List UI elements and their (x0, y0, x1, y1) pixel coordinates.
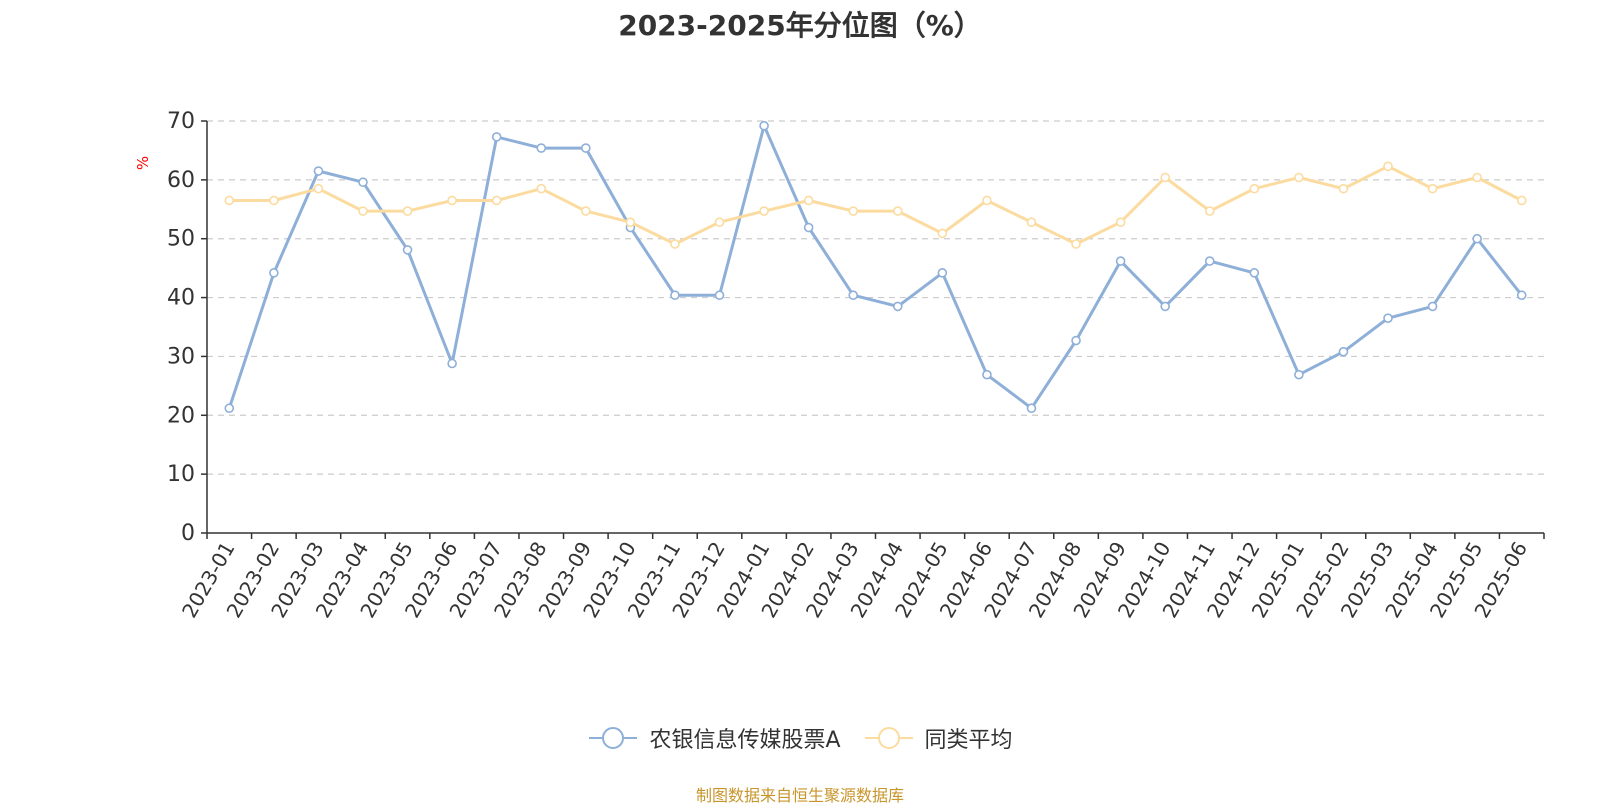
data-point-series-2 (1294, 172, 1304, 183)
data-point-series-2 (1249, 183, 1260, 194)
data-point-series-1 (670, 290, 680, 301)
data-point-series-2 (982, 195, 992, 206)
y-tick-label: 40 (167, 286, 195, 311)
data-point-series-1 (1071, 335, 1081, 346)
data-point-series-1 (1472, 233, 1482, 244)
data-point-series-2 (313, 183, 324, 194)
data-point-series-2 (1472, 172, 1482, 183)
grid-lines (207, 120, 1544, 475)
legend: 农银信息传媒股票A 同类平均 (0, 722, 1600, 754)
data-point-series-1 (1249, 268, 1260, 278)
y-tick-label: 70 (167, 109, 195, 134)
data-point-series-2 (1160, 172, 1170, 183)
y-tick-label: 20 (167, 403, 195, 428)
data-point-series-2 (1204, 206, 1215, 216)
data-point-series-2 (1338, 183, 1349, 194)
legend-label-series-2: 同类平均 (924, 728, 1013, 753)
data-point-series-1 (536, 143, 547, 153)
data-point-series-1 (224, 403, 235, 414)
data-point-series-1 (803, 222, 814, 233)
data-point-series-2 (670, 239, 680, 249)
data-point-series-2 (581, 206, 591, 216)
data-point-series-1 (358, 177, 368, 188)
data-point-series-1 (1427, 301, 1438, 312)
data-point-series-2 (224, 195, 235, 206)
data-point-series-1 (402, 245, 413, 255)
data-point-series-2 (536, 183, 547, 194)
data-point-series-2 (1383, 161, 1393, 172)
data-point-series-1 (313, 166, 324, 176)
data-point-series-2 (1427, 183, 1438, 194)
data-point-series-2 (848, 206, 859, 216)
data-point-series-2 (714, 217, 725, 228)
data-point-series-1 (491, 132, 502, 142)
data-point-series-2 (803, 195, 814, 206)
data-point-series-1 (1115, 256, 1126, 266)
data-point-series-1 (447, 358, 457, 369)
data-point-series-2 (269, 195, 279, 206)
data-point-series-2 (1026, 217, 1037, 228)
data-point-series-2 (1115, 217, 1126, 228)
data-point-series-2 (402, 206, 413, 216)
data-point-series-2 (491, 195, 502, 206)
data-point-series-1 (982, 369, 992, 380)
y-tick-label: 30 (167, 344, 195, 369)
data-point-series-1 (1516, 290, 1527, 301)
data-point-series-2 (1516, 195, 1527, 206)
data-point-series-1 (1338, 346, 1349, 357)
data-point-series-2 (625, 217, 636, 228)
data-point-series-1 (937, 268, 948, 278)
y-tick-label: 50 (167, 227, 195, 252)
y-tick-label: 10 (167, 462, 195, 487)
y-tick-label: 0 (181, 521, 195, 546)
data-point-series-2 (1071, 239, 1081, 249)
legend-marker-series-2 (864, 727, 913, 749)
data-point-series-1 (1160, 301, 1170, 312)
data-point-series-1 (1383, 313, 1393, 323)
data-point-series-1 (759, 120, 769, 131)
data-point-series-1 (714, 290, 725, 301)
y-tick-label: 60 (167, 168, 195, 193)
legend-item-series-2[interactable]: 同类平均 (863, 722, 1013, 754)
series-line-2 (229, 164, 1523, 246)
data-point-series-1 (892, 301, 903, 312)
series-line-1 (227, 124, 1523, 410)
legend-marker-series-1 (589, 727, 638, 749)
data-point-series-2 (759, 206, 769, 216)
data-point-series-1 (1204, 256, 1215, 266)
source-note: 制图数据来自恒生聚源数据库 (695, 786, 904, 805)
legend-item-series-1[interactable]: 农银信息传媒股票A (587, 722, 841, 754)
data-point-series-2 (937, 228, 948, 239)
data-point-series-1 (1294, 369, 1304, 380)
data-point-series-2 (358, 206, 368, 216)
data-point-series-2 (447, 195, 457, 206)
data-point-series-1 (848, 290, 859, 301)
chart-title: 2023-2025年分位图（%） (618, 9, 982, 42)
y-axis-label: % (134, 156, 152, 170)
data-point-series-2 (892, 206, 903, 216)
data-point-series-1 (269, 268, 279, 278)
data-point-series-1 (1026, 403, 1037, 414)
series-layer (224, 120, 1527, 414)
data-point-series-1 (581, 143, 591, 153)
legend-label-series-1: 农银信息传媒股票A (649, 728, 841, 753)
